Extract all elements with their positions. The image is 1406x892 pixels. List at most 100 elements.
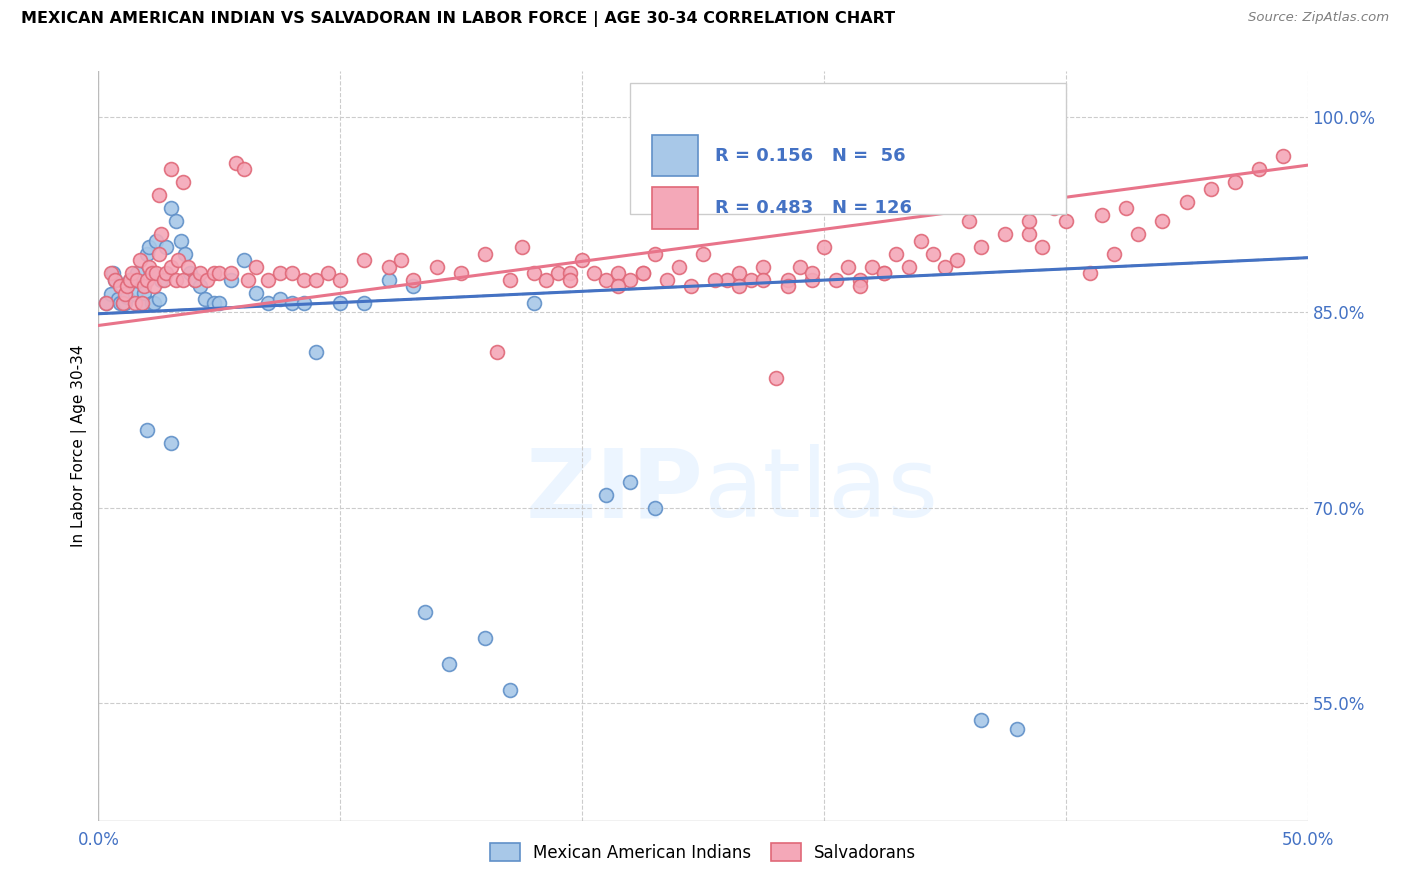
Text: atlas: atlas [703, 444, 938, 538]
Point [776, 279, 799, 293]
Point [837, 260, 859, 274]
Point [644, 500, 666, 515]
Point [1042, 201, 1064, 215]
Point [765, 370, 787, 384]
Point [825, 162, 848, 177]
Point [873, 266, 896, 280]
Point [155, 266, 177, 280]
Point [108, 279, 131, 293]
Point [160, 162, 183, 177]
Point [1007, 162, 1029, 177]
Point [143, 296, 166, 310]
Point [523, 296, 546, 310]
Point [523, 266, 546, 280]
Point [619, 475, 641, 489]
Point [607, 266, 630, 280]
Point [910, 234, 932, 248]
Text: 0.0%: 0.0% [77, 831, 120, 849]
Point [1272, 149, 1295, 163]
Point [118, 273, 141, 287]
Point [595, 488, 617, 502]
Point [245, 285, 267, 300]
Point [1007, 723, 1029, 737]
Point [131, 296, 153, 310]
Point [204, 266, 226, 280]
Point [849, 279, 872, 293]
Point [1128, 227, 1150, 242]
Point [232, 253, 254, 268]
Point [148, 293, 170, 307]
Point [957, 214, 980, 228]
Point [135, 247, 157, 261]
Point [776, 273, 799, 287]
Point [679, 279, 702, 293]
Point [970, 714, 993, 728]
Point [558, 273, 581, 287]
Point [165, 214, 187, 228]
Point [94, 296, 117, 310]
Point [1091, 208, 1114, 222]
Point [281, 296, 304, 310]
Point [1018, 214, 1040, 228]
Point [174, 247, 197, 261]
Point [981, 194, 1004, 209]
Point [873, 266, 896, 280]
Point [256, 296, 278, 310]
Point [221, 273, 243, 287]
Point [437, 657, 460, 672]
Point [934, 260, 956, 274]
Point [177, 260, 200, 274]
Point [124, 296, 146, 310]
Point [124, 287, 146, 301]
Point [128, 253, 150, 268]
Point [138, 260, 160, 274]
Point [825, 273, 848, 287]
Point [145, 266, 167, 280]
Point [117, 279, 139, 293]
Point [269, 266, 291, 280]
Point [534, 273, 557, 287]
Point [160, 260, 183, 274]
Point [167, 253, 190, 268]
Point [94, 296, 117, 310]
Point [134, 279, 156, 293]
Point [474, 247, 496, 261]
Point [134, 285, 156, 300]
Point [145, 234, 167, 248]
Point [1018, 227, 1040, 242]
Point [138, 240, 160, 254]
Point [100, 266, 122, 280]
Point [994, 227, 1017, 242]
Point [135, 273, 157, 287]
Point [1031, 240, 1053, 254]
Point [631, 266, 654, 280]
Point [1007, 136, 1029, 150]
Point [1042, 188, 1064, 202]
Point [165, 273, 187, 287]
Point [100, 287, 122, 301]
Point [886, 247, 908, 261]
Point [994, 181, 1017, 195]
Point [114, 287, 136, 301]
Point [498, 273, 520, 287]
Point [316, 266, 339, 280]
Text: ZIP: ZIP [524, 444, 703, 538]
Point [716, 273, 738, 287]
Point [849, 273, 872, 287]
Point [195, 273, 218, 287]
Point [172, 175, 194, 189]
Point [305, 344, 328, 359]
Point [169, 234, 191, 248]
Point [644, 247, 666, 261]
Point [150, 273, 173, 287]
Point [1199, 181, 1222, 195]
Point [1152, 214, 1174, 228]
Point [800, 266, 823, 280]
Point [194, 293, 217, 307]
Point [232, 162, 254, 177]
Point [329, 273, 352, 287]
Point [813, 240, 835, 254]
Point [208, 266, 231, 280]
Point [571, 253, 593, 268]
Point [245, 260, 267, 274]
